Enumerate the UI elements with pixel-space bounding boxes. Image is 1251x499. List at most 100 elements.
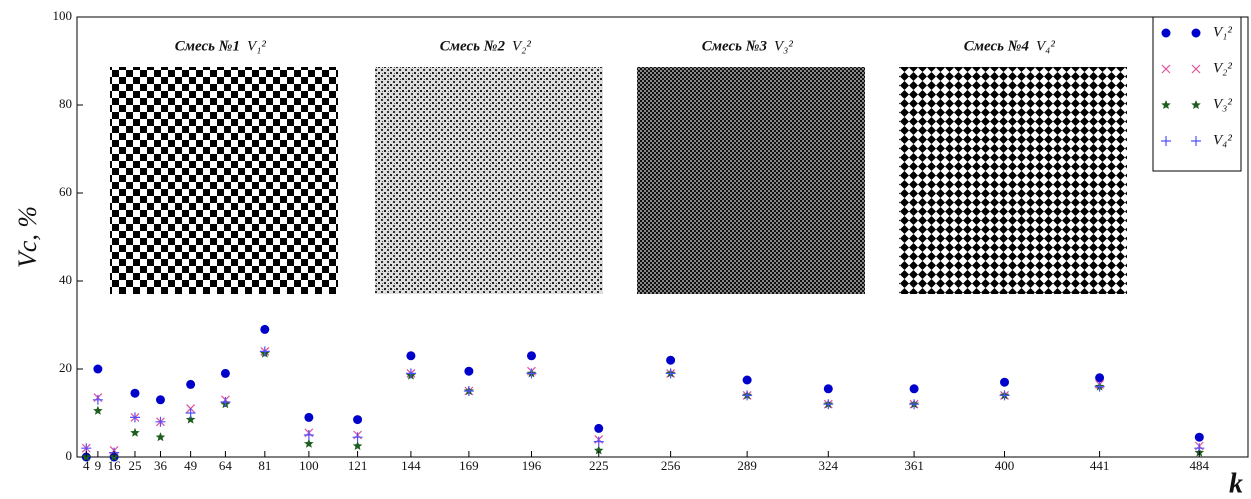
point xyxy=(526,368,537,379)
legend-label: V₂² xyxy=(1213,60,1232,76)
legend-label: V₁² xyxy=(1213,24,1232,40)
legend-label: V₃² xyxy=(1213,96,1232,112)
inset-image xyxy=(899,67,1127,294)
x-tick-label: 121 xyxy=(348,458,368,473)
point xyxy=(463,386,474,396)
point xyxy=(304,412,314,422)
x-tick-label: 196 xyxy=(522,458,542,473)
x-tick-label: 81 xyxy=(258,458,271,473)
inset-image xyxy=(375,67,603,294)
point xyxy=(352,441,363,450)
point xyxy=(665,368,676,379)
legend-marker xyxy=(1161,136,1171,146)
point xyxy=(909,384,919,394)
point xyxy=(909,399,920,410)
y-tick-label: 100 xyxy=(53,8,73,23)
inset-label: V₁² xyxy=(247,38,266,54)
legend xyxy=(1152,16,1242,172)
point xyxy=(594,445,604,455)
point xyxy=(129,412,140,423)
point xyxy=(1094,381,1105,392)
point xyxy=(353,415,363,425)
point xyxy=(593,436,604,447)
point xyxy=(130,427,140,437)
point xyxy=(220,368,230,378)
inset-label: V₂² xyxy=(512,38,531,54)
point xyxy=(93,364,103,374)
point xyxy=(999,390,1010,401)
y-axis-label: Vc, % xyxy=(13,206,42,268)
inset-title: Смесь №4 xyxy=(964,38,1030,54)
insets: Смесь №1 V₁² Смесь №2 V₂² Смесь №3 V₃² Смесь №… xyxy=(110,38,1127,294)
point xyxy=(823,384,833,394)
y-tick-label: 40 xyxy=(59,272,72,287)
y-tick-label: 60 xyxy=(59,184,72,199)
legend-marker xyxy=(1191,100,1201,109)
x-tick-label: 9 xyxy=(95,458,102,473)
point xyxy=(155,395,165,405)
point xyxy=(406,351,416,361)
x-tick-label: 400 xyxy=(995,458,1015,473)
point xyxy=(464,366,474,376)
point xyxy=(130,388,140,398)
inset-title: Смесь №2 xyxy=(440,38,506,54)
inset-title: Смесь №3 xyxy=(702,38,768,54)
point xyxy=(93,405,103,415)
x-tick-label: 25 xyxy=(128,458,141,473)
point xyxy=(259,346,270,357)
x-tick-label: 169 xyxy=(459,458,479,473)
point xyxy=(405,368,416,379)
y-tick-label: 80 xyxy=(59,96,72,111)
x-tick-label: 4 xyxy=(83,458,90,473)
legend-marker xyxy=(1161,100,1171,109)
point xyxy=(742,375,752,385)
inset-image xyxy=(110,67,338,294)
x-tick-label: 16 xyxy=(108,458,122,473)
point xyxy=(92,394,103,405)
plot-area xyxy=(81,324,1205,462)
point xyxy=(526,351,536,361)
point xyxy=(742,390,753,401)
legend-marker xyxy=(1161,28,1171,38)
x-tick-label: 289 xyxy=(737,458,757,473)
x-tick-label: 361 xyxy=(904,458,924,473)
legend-marker xyxy=(1191,64,1201,74)
x-tick-label: 36 xyxy=(154,458,168,473)
legend-marker xyxy=(1191,28,1201,38)
legend-label: V₄² xyxy=(1213,132,1232,148)
x-tick-label: 324 xyxy=(819,458,839,473)
x-axis-label: k xyxy=(1229,468,1243,499)
x-tick-label: 144 xyxy=(401,458,421,473)
legend-marker xyxy=(1161,64,1171,74)
point xyxy=(823,399,834,410)
point xyxy=(260,324,270,334)
inset-label: V₄² xyxy=(1036,38,1055,54)
inset-label: V₃² xyxy=(774,38,793,54)
x-tick-label: 100 xyxy=(299,458,319,473)
point xyxy=(220,397,231,407)
point xyxy=(1000,377,1010,387)
x-tick-label: 441 xyxy=(1090,458,1110,473)
point xyxy=(155,432,166,442)
x-tick-label: 49 xyxy=(184,458,197,473)
x-tick-label: 484 xyxy=(1190,458,1210,473)
plot-frame xyxy=(76,16,1249,458)
inset-title: Смесь №1 xyxy=(175,38,240,54)
point xyxy=(594,423,604,433)
legend-marker xyxy=(1191,136,1201,146)
x-tick-label: 256 xyxy=(661,458,681,473)
point xyxy=(185,414,196,424)
y-tick-label: 0 xyxy=(66,448,73,463)
point xyxy=(666,355,676,365)
point xyxy=(185,408,196,418)
point xyxy=(155,416,166,427)
point xyxy=(1095,373,1105,383)
y-tick-label: 20 xyxy=(59,360,72,375)
inset-image xyxy=(637,67,865,294)
x-tick-label: 64 xyxy=(219,458,233,473)
point xyxy=(186,379,196,389)
point xyxy=(352,432,363,443)
point xyxy=(1194,432,1204,442)
point xyxy=(304,438,314,448)
